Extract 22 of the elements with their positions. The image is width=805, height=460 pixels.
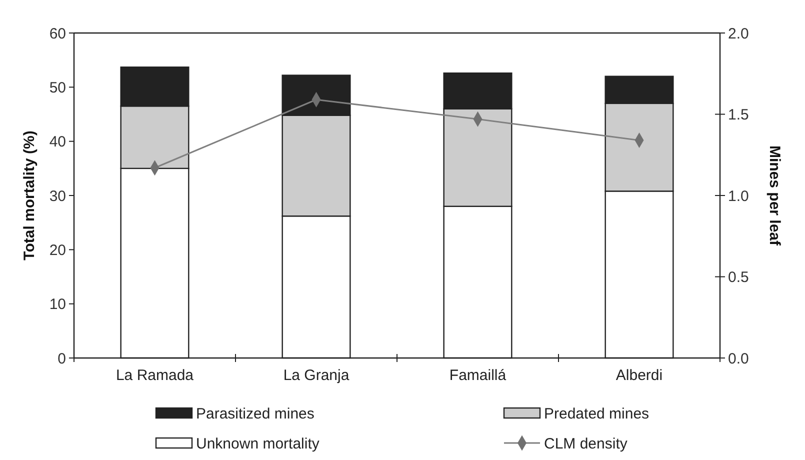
y-tick-label: 30 [49, 188, 66, 205]
y2-axis-title: Mines per leaf [766, 145, 783, 247]
legend-label: CLM density [544, 435, 628, 452]
legend-label: Predated mines [544, 405, 650, 422]
y-tick-label: 0 [58, 350, 66, 368]
x-tick-label: Alberdi [616, 367, 663, 384]
x-tick-label: Famaillá [449, 367, 507, 384]
y-tick-label: 20 [49, 242, 66, 259]
y-tick-label: 60 [49, 25, 66, 42]
y-axis-title: Total mortality (%) [21, 130, 38, 260]
y2-tick-label: 2.0 [728, 25, 749, 42]
x-tick-label: La Granja [283, 367, 350, 384]
legend-label: Parasitized mines [196, 405, 314, 422]
y2-tick-label: 0.0 [728, 350, 749, 368]
y-tick-label: 50 [49, 79, 66, 96]
x-tick-label: La Ramada [116, 367, 194, 384]
y2-tick-label: 1.5 [728, 106, 749, 124]
y2-tick-label: 0.5 [728, 269, 749, 286]
y-tick-label: 40 [49, 134, 66, 151]
legend-label: Unknown mortality [196, 435, 320, 452]
y2-tick-label: 1.0 [728, 188, 749, 205]
y-tick-label: 10 [49, 296, 66, 314]
